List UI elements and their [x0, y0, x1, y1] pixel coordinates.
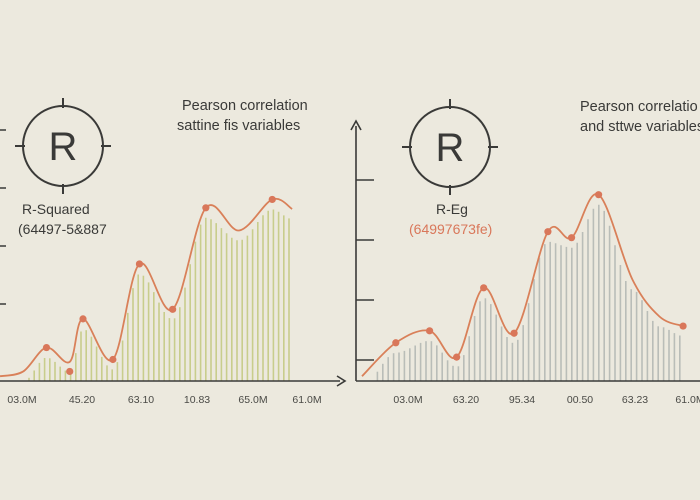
left-x-axis-arrow [336, 375, 347, 387]
right-data-point [544, 228, 552, 236]
left-x-tick-label: 10.83 [184, 394, 210, 406]
right-data-point [453, 353, 461, 361]
right-data-point [426, 327, 434, 335]
left-badge-letter: R [49, 125, 78, 169]
right-x-tick-label: 03.0M [393, 394, 422, 406]
right-data-point [595, 191, 603, 199]
left-title-line-2: sattine fis variables [177, 118, 300, 134]
left-title-line-1: Pearson correlation [182, 98, 308, 114]
left-x-tick-label: 63.10 [128, 394, 154, 406]
right-data-point [392, 339, 400, 347]
right-x-tick-label: 63.23 [622, 394, 648, 406]
left-x-tick-label: 03.0M [7, 394, 36, 406]
right-data-point [480, 284, 488, 292]
left-r-badge: R [15, 98, 111, 194]
left-data-point [79, 315, 87, 323]
right-x-tick-label: 00.50 [567, 394, 593, 406]
right-x-tick-group: 03.0M 63.20 95.34 00.50 63.23 61.0M [393, 394, 700, 406]
left-panel: R Pearson correlation sattine fis variab… [0, 98, 347, 406]
right-data-point [510, 329, 518, 337]
left-point-group [42, 195, 276, 376]
right-r-badge: R [402, 99, 498, 195]
left-data-point [268, 195, 276, 204]
right-x-tick-label: 61.0M [675, 394, 700, 406]
left-x-tick-group: 03.0M 45.20 63.10 10.83 65.0M 61.0M [7, 394, 321, 406]
right-data-point [567, 234, 576, 242]
left-x-tick-label: 61.0M [292, 394, 321, 406]
left-data-point [109, 355, 117, 364]
right-bar-group [376, 204, 681, 381]
left-data-point [169, 305, 177, 313]
left-data-point [135, 260, 144, 268]
left-y-ticks [0, 129, 6, 305]
right-title-line-2: and sttwe variables [580, 119, 700, 135]
left-x-tick-label: 65.0M [238, 394, 267, 406]
right-y-axis-arrow [350, 119, 362, 131]
right-badge-letter: R [436, 126, 465, 170]
right-title-line-1: Pearson correlatio [580, 99, 698, 115]
right-x-tick-label: 95.34 [509, 394, 535, 406]
left-bar-group [28, 209, 290, 381]
right-stat-value: (64997673fe) [409, 221, 492, 237]
right-x-tick-label: 63.20 [453, 394, 479, 406]
right-stat-label: R-Eg [436, 201, 468, 217]
right-point-group [392, 191, 687, 361]
left-x-tick-label: 45.20 [69, 394, 95, 406]
right-y-ticks [356, 179, 374, 361]
left-data-point [202, 204, 210, 212]
left-stat-label: R-Squared [22, 201, 90, 217]
left-data-point [66, 367, 74, 376]
left-stat-value: (64497-5&887 [18, 221, 107, 237]
right-data-point [679, 322, 687, 330]
right-panel: R Pearson correlatio and sttwe variables… [350, 99, 700, 406]
left-data-point [42, 343, 51, 352]
